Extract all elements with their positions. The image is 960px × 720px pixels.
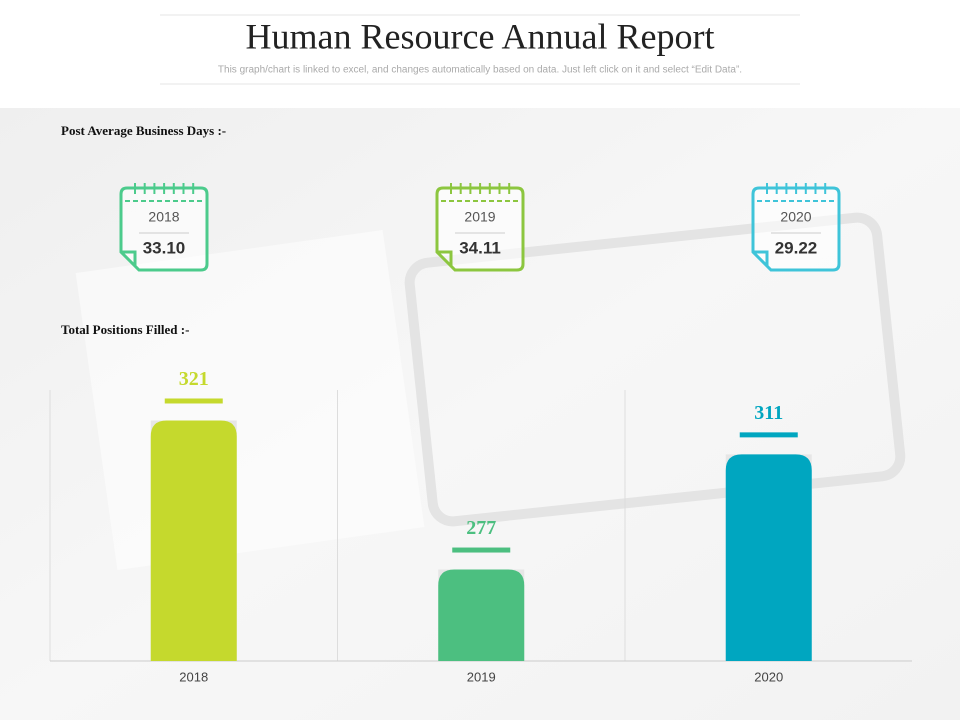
calendar-fold	[437, 250, 453, 266]
x-tick-label: 2018	[179, 669, 208, 684]
bg-paper	[75, 229, 425, 571]
value-label: 277	[466, 517, 496, 539]
value-underline	[452, 547, 511, 553]
calendar-year: 2018	[148, 209, 179, 225]
x-tick-label: 2019	[467, 669, 496, 684]
bar	[150, 420, 237, 661]
subtitle: This graph/chart is linked to excel, and…	[218, 65, 742, 76]
calendar-year: 2019	[464, 209, 495, 225]
value-underline	[164, 398, 223, 404]
bar	[438, 569, 525, 661]
calendar-value: 34.11	[459, 238, 501, 257]
bg-tablet	[404, 212, 906, 527]
value-underline	[739, 432, 798, 438]
calendar-icon	[119, 186, 209, 272]
calendar-value: 29.22	[775, 238, 818, 257]
section-label: Total Positions Filled :-	[61, 322, 189, 337]
calendar-fold	[753, 250, 769, 266]
calendar-fold	[121, 250, 137, 266]
bar	[725, 454, 812, 661]
title: Human Resource Annual Report	[246, 16, 715, 56]
x-tick-label: 2020	[754, 669, 783, 684]
calendar-icon	[435, 186, 525, 272]
calendar-year: 2020	[780, 209, 811, 225]
value-label: 311	[754, 402, 783, 424]
header-bg	[0, 0, 960, 108]
section-label: Post Average Business Days :-	[61, 123, 226, 138]
calendar-value: 33.10	[143, 238, 186, 257]
value-label: 321	[179, 368, 209, 390]
calendar-icon	[751, 186, 841, 272]
